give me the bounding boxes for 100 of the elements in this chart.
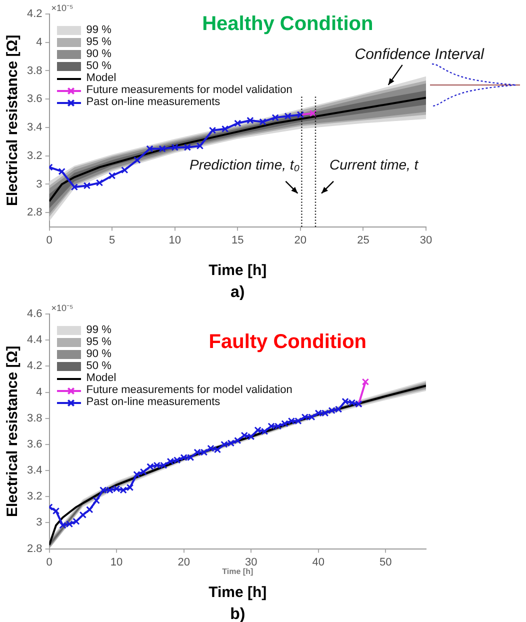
- x-axis-title: Time [h]: [208, 262, 267, 280]
- y-tick-label: 3: [36, 516, 42, 529]
- point: [171, 144, 178, 151]
- point: [140, 468, 148, 476]
- y-tick-label: 3.8: [26, 64, 42, 77]
- point: [301, 413, 308, 421]
- point: [59, 522, 66, 529]
- y-tick-label: 3: [36, 178, 42, 190]
- point: [72, 518, 80, 525]
- x-tick-label: 0: [46, 234, 52, 246]
- point: [58, 168, 66, 176]
- point: [268, 422, 275, 430]
- point: [184, 144, 191, 151]
- point: [153, 462, 160, 469]
- legend-label: Future measurements for model validation: [86, 84, 292, 96]
- point: [281, 420, 288, 428]
- point: [314, 410, 322, 417]
- x-tick-label: 30: [420, 234, 432, 246]
- point: [196, 142, 204, 150]
- point: [146, 145, 154, 152]
- y-tick-label: 3.6: [26, 438, 42, 450]
- point: [134, 156, 141, 164]
- text: Faulty Condition: [208, 331, 367, 353]
- point: [284, 112, 292, 120]
- point: [234, 436, 242, 444]
- point: [248, 433, 255, 440]
- point: [259, 118, 266, 126]
- point: [334, 406, 342, 413]
- y-tick-label: 2.8: [26, 206, 42, 219]
- x-axis-title: Time [h]: [208, 584, 267, 602]
- x-tick-label: 20: [178, 556, 190, 568]
- point: [120, 486, 127, 494]
- x-tick-label: 0: [46, 556, 52, 568]
- point: [246, 116, 254, 124]
- y-tick-label: 3.2: [26, 150, 42, 162]
- point: [328, 406, 336, 414]
- y-tick-label: 4.4: [26, 334, 42, 346]
- point: [272, 114, 279, 122]
- point: [222, 125, 229, 132]
- point: [146, 463, 154, 470]
- ref-line-label: Prediction time, t₀: [190, 156, 300, 172]
- point: [100, 486, 107, 494]
- point: [288, 417, 296, 425]
- point: [180, 454, 188, 462]
- y-axis-title: Electrical resistance [Ω]: [4, 346, 22, 518]
- point: [214, 446, 222, 454]
- point: [342, 398, 349, 405]
- point: [133, 470, 140, 478]
- text: Time [h]: [222, 566, 254, 576]
- y-tick-label: 4.2: [26, 360, 42, 372]
- legend-label: Future measurements for model validation: [86, 384, 292, 396]
- legend-label: 95 %: [86, 36, 112, 48]
- text: b): [230, 606, 246, 622]
- point: [66, 520, 74, 528]
- y-tick-label: 3.2: [26, 490, 42, 503]
- point: [96, 179, 104, 186]
- legend-label: Past on-line measurements: [86, 396, 220, 408]
- legend-label: 50 %: [86, 60, 112, 72]
- point: [348, 399, 356, 406]
- y-tick-label: 3.4: [26, 464, 42, 477]
- point: [160, 462, 168, 469]
- legend-label: 99 %: [86, 24, 112, 36]
- y-tick-label: 4.2: [26, 8, 42, 20]
- point: [92, 496, 100, 504]
- legend-label: Model: [86, 72, 116, 84]
- point: [106, 486, 114, 494]
- point: [186, 454, 194, 462]
- point: [158, 145, 166, 152]
- point: [70, 184, 78, 191]
- text: ×10⁻⁵: [51, 3, 74, 13]
- y-tick-label: 3.4: [26, 122, 42, 134]
- point: [322, 410, 329, 417]
- text: ×10⁻⁵: [51, 303, 74, 313]
- point: [83, 182, 91, 190]
- point: [200, 448, 208, 456]
- y-tick-label: 2.8: [26, 542, 42, 555]
- point: [294, 417, 302, 425]
- point: [220, 440, 228, 448]
- x-tick-label: 50: [380, 556, 392, 568]
- point: [86, 506, 94, 514]
- y-axis-title: Electrical resistance [Ω]: [4, 34, 22, 206]
- point: [79, 511, 87, 518]
- x-tick-label: 25: [357, 234, 370, 246]
- legend-label: Model: [86, 372, 116, 384]
- legend-label: 50 %: [86, 360, 112, 372]
- text: a): [230, 284, 245, 301]
- chart-title: Healthy Condition: [202, 13, 374, 35]
- legend-label: 95 %: [86, 336, 112, 348]
- point: [121, 166, 128, 174]
- legend-label: 99 %: [86, 324, 112, 336]
- x-tick-label: 10: [110, 556, 123, 568]
- x-tick-label: 10: [168, 234, 181, 246]
- point: [274, 422, 282, 430]
- ref-line-label: Current time, t: [330, 156, 420, 172]
- point: [234, 120, 242, 127]
- annotation: Confidence Interval: [354, 46, 485, 63]
- legend-label: Past on-line measurements: [86, 96, 220, 108]
- point: [260, 428, 268, 435]
- point: [308, 413, 316, 421]
- y-tick-label: 3.6: [26, 93, 42, 106]
